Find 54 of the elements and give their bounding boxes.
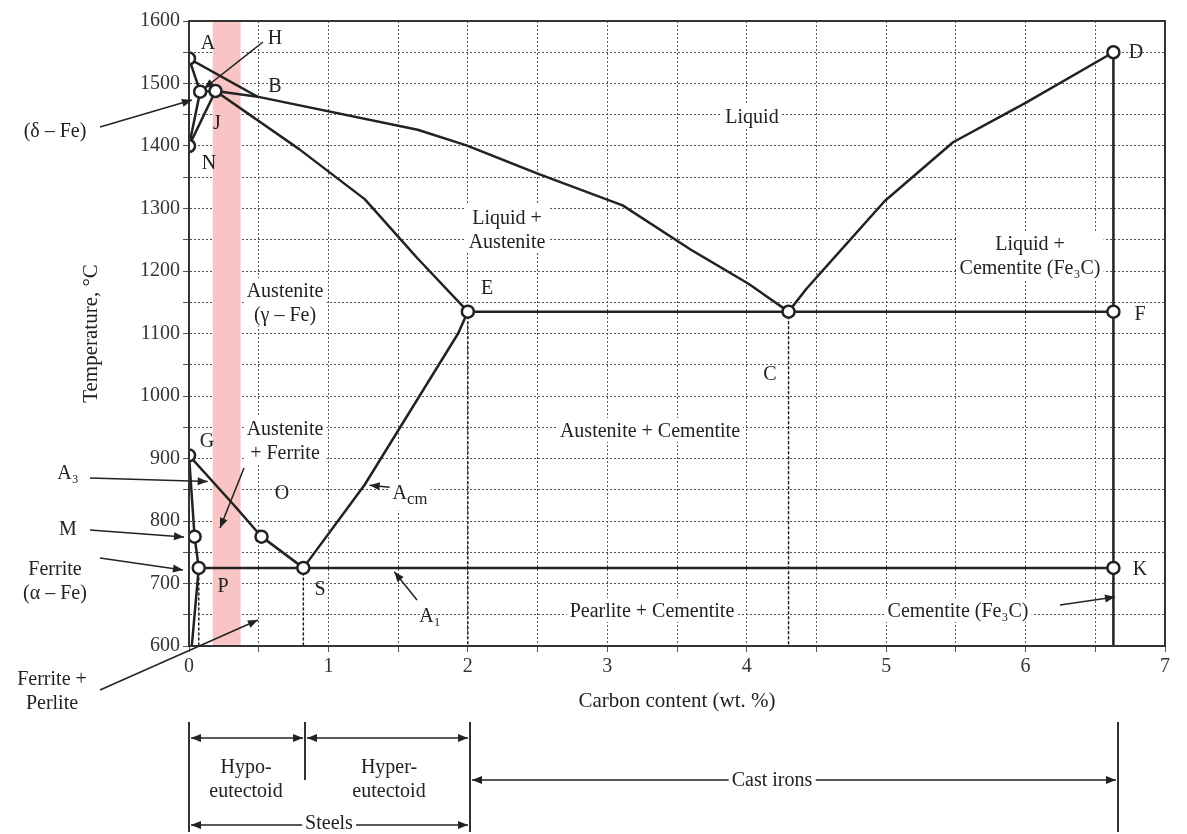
y-tick-label: 1400 — [140, 133, 180, 156]
annotation: N — [201, 150, 217, 174]
text: Steels — [302, 810, 356, 834]
annotation: Austenite + Ferrite — [243, 416, 327, 464]
annotation: O — [274, 480, 290, 504]
annotation: B — [268, 73, 282, 97]
y-tick-label: 1500 — [140, 70, 180, 93]
x-axis-title: Carbon content (wt. %) — [578, 687, 776, 712]
annotation: A — [200, 30, 216, 54]
annotation: Liquid + Cementite (Fe₃C) — [956, 231, 1104, 279]
x-tick-label: 4 — [741, 654, 752, 677]
annotation: C — [763, 361, 777, 385]
annotation: J — [213, 110, 221, 134]
annotation: Liquid + Austenite — [465, 205, 549, 253]
x-tick-label: 5 — [881, 654, 892, 677]
x-tick-label: 6 — [1020, 654, 1031, 677]
annotation: P — [217, 573, 229, 597]
text: (δ – Fe) — [20, 118, 90, 142]
text: Hyper- eutectoid — [349, 754, 429, 802]
annotation: Cementite (Fe₃C) — [884, 598, 1032, 622]
annotation: A₃ — [57, 460, 79, 484]
text: M — [59, 516, 77, 540]
text: Ferrite (α – Fe) — [20, 556, 90, 604]
annotation: Austenite + Cementite — [556, 418, 744, 442]
x-tick-label: 3 — [602, 654, 613, 677]
annotation: H — [267, 25, 283, 49]
annotation: A$_{cm}$ — [389, 479, 431, 511]
annotation: F — [1134, 301, 1146, 325]
y-tick-label: 1300 — [140, 195, 180, 218]
annotation: Pearlite + Cementite — [566, 598, 738, 622]
text: Hypo- eutectoid — [206, 754, 286, 802]
x-tick-label: 7 — [1160, 654, 1170, 677]
y-tick-label: 1200 — [140, 258, 180, 281]
x-tick-label: 1 — [323, 654, 334, 677]
x-tick-label: 2 — [462, 654, 473, 677]
y-tick-label: 600 — [150, 633, 180, 656]
annotation: Austenite (γ – Fe) — [243, 278, 327, 326]
annotation: A₁ — [419, 603, 441, 627]
y-tick-label: 900 — [150, 445, 180, 468]
y-tick-label: 1000 — [140, 383, 180, 406]
y-tick-label: 800 — [150, 508, 180, 531]
text: Cast irons — [728, 767, 816, 791]
annotation: S — [314, 576, 326, 600]
x-tick-label: 0 — [184, 654, 194, 677]
text: Ferrite + Perlite — [14, 666, 90, 714]
y-axis-title: Temperature, °C — [77, 264, 102, 403]
y-tick-label: 1100 — [140, 320, 180, 343]
y-tick-label: 700 — [150, 570, 180, 593]
y-tick-label: 1600 — [140, 8, 180, 31]
annotation: G — [199, 428, 215, 452]
annotation: D — [1128, 39, 1144, 63]
annotation: Liquid — [722, 104, 782, 128]
annotation: E — [480, 275, 494, 299]
annotation: K — [1132, 556, 1148, 580]
